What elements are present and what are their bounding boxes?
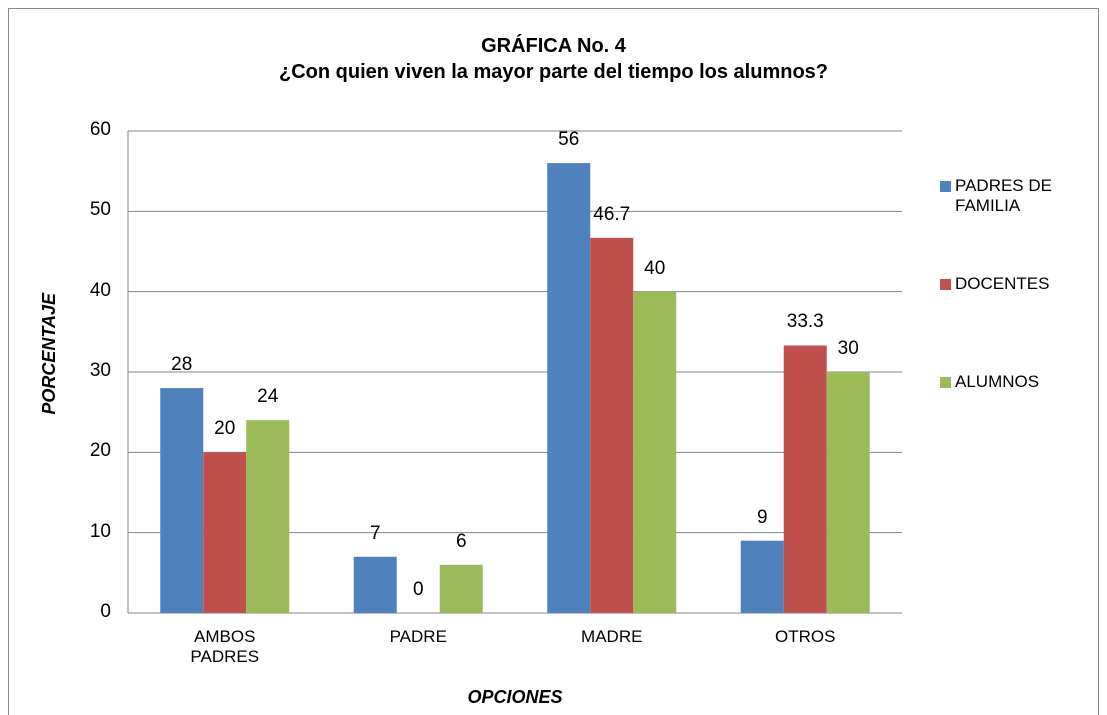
y-axis-label: PORCENTAJE bbox=[39, 292, 60, 415]
bar bbox=[547, 163, 591, 613]
data-label: 46.7 bbox=[593, 203, 631, 225]
x-tick-label: OTROS bbox=[775, 627, 836, 646]
x-tick-label: MADRE bbox=[581, 627, 643, 646]
data-label: 28 bbox=[171, 354, 193, 376]
y-tick-label: 20 bbox=[89, 440, 111, 462]
bar bbox=[740, 540, 784, 613]
bar bbox=[353, 556, 397, 613]
bar bbox=[203, 452, 247, 613]
data-label: 33.3 bbox=[786, 311, 824, 333]
data-label: 56 bbox=[558, 129, 580, 151]
y-tick-label: 60 bbox=[89, 119, 111, 140]
legend-label: PADRES DE FAMILIA bbox=[955, 176, 1052, 216]
x-axis-label: OPCIONES bbox=[467, 687, 563, 707]
data-label: 6 bbox=[455, 530, 467, 552]
y-tick-label: 40 bbox=[89, 279, 111, 301]
x-tick-label: PADRE bbox=[389, 627, 447, 646]
data-label: 0 bbox=[412, 579, 424, 600]
bar bbox=[590, 237, 634, 614]
bar bbox=[633, 291, 677, 613]
bar bbox=[160, 388, 204, 613]
chart-title: GRÁFICA No. 4 bbox=[481, 35, 626, 57]
chart-border bbox=[8, 8, 1099, 715]
y-tick-label: 50 bbox=[89, 199, 111, 221]
x-tick-label: AMBOS PADRES bbox=[190, 627, 260, 667]
data-label: 40 bbox=[644, 257, 666, 279]
data-label: 7 bbox=[369, 522, 381, 544]
data-label: 24 bbox=[257, 386, 279, 408]
chart-subtitle: ¿Con quien viven la mayor parte del tiem… bbox=[279, 61, 828, 83]
data-label: 9 bbox=[756, 506, 768, 528]
legend-swatch bbox=[940, 279, 951, 290]
y-tick-label: 30 bbox=[89, 360, 111, 381]
data-label: 20 bbox=[214, 418, 236, 440]
legend-swatch bbox=[940, 377, 951, 388]
bar bbox=[826, 372, 870, 613]
legend-swatch bbox=[940, 181, 951, 192]
y-tick-label: 0 bbox=[100, 601, 111, 622]
legend-label: DOCENTES bbox=[955, 274, 1050, 293]
legend-label: ALUMNOS bbox=[955, 372, 1040, 391]
bar bbox=[439, 564, 483, 613]
bar bbox=[246, 420, 290, 613]
data-label: 30 bbox=[837, 338, 859, 359]
y-tick-label: 10 bbox=[89, 520, 111, 542]
bar bbox=[783, 345, 827, 613]
